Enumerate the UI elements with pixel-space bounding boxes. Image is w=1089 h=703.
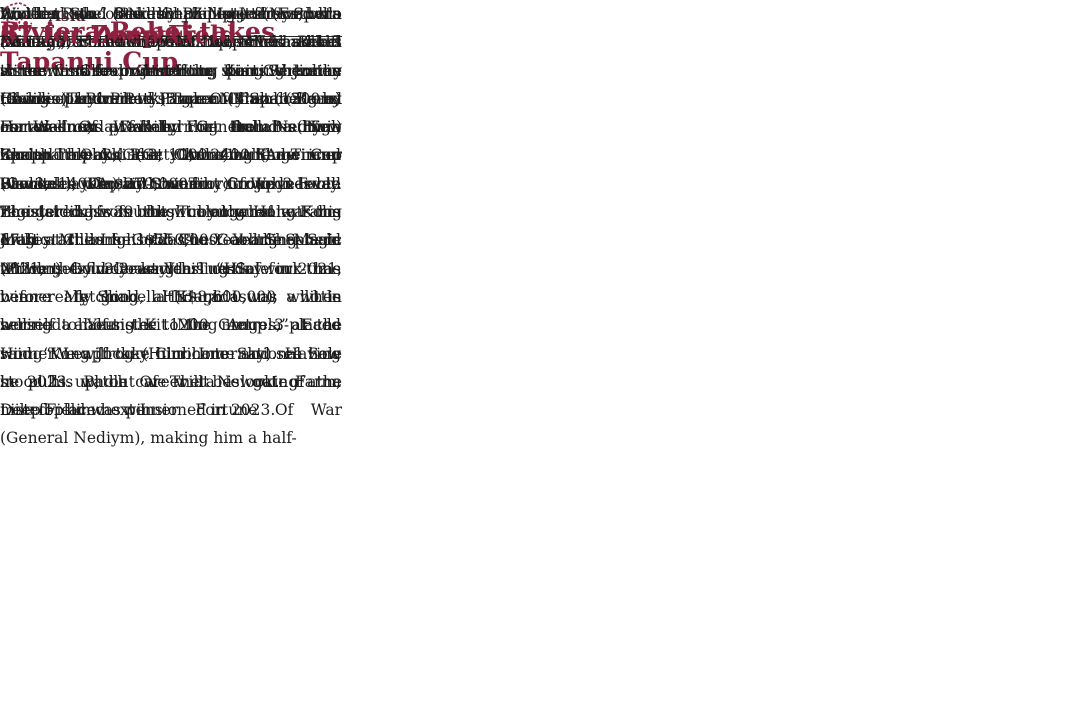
section-label: Asia — [49, 7, 87, 25]
column2-body-text: Widden Stud resident Zoustar (Northern M… — [0, 5, 342, 448]
column3-body-text: Another son of Northern Meteor (Encosta … — [0, 5, 341, 420]
column2-continued-text: would think.” Bred by Phillip Jeffreys, … — [0, 5, 342, 193]
asia-map-icon — [1, 1, 33, 31]
section-header-asia: Asia — [0, 0, 342, 37]
article-title: Riviera Rebel takes Tapanui Cup — [0, 17, 360, 77]
column1-body-text: Riviera Rebel (Pure Champion) showed his… — [0, 5, 341, 420]
article-title-line1: Riviera Rebel takes — [0, 16, 276, 46]
subheading-deep-field: 37 for Deep Field — [0, 19, 237, 49]
column3-continued-text: brother to stakes placegetter Spoils (Sn… — [0, 5, 341, 278]
article-title-line2: Tapanui Cup — [0, 46, 179, 76]
subheading-zoustar: 61 for Zoustar — [0, 19, 196, 49]
